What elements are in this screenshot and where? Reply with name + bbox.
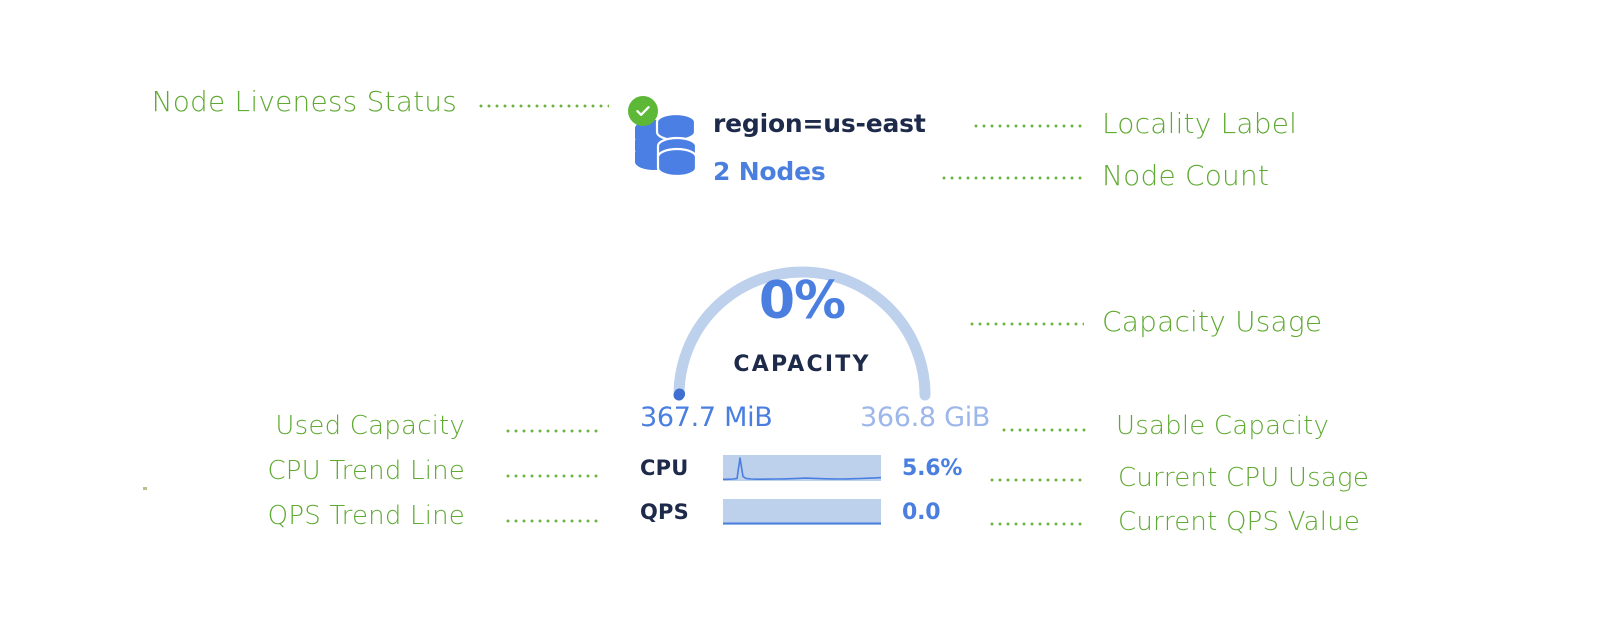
leader-used-capacity: [504, 429, 600, 433]
gauge-fill-arc: [673, 388, 686, 401]
leader-qps-trend-line: [504, 519, 600, 523]
node-count-text: 2 Nodes: [713, 157, 826, 186]
node-cluster-icon-group: [628, 96, 700, 182]
annotation-node-count: Node Count: [1102, 159, 1270, 192]
annotation-qps-trend-line: QPS Trend Line: [267, 501, 465, 531]
cpu-sparkline[interactable]: [723, 455, 881, 481]
node-liveness-badge[interactable]: [628, 96, 658, 126]
leader-usable-capacity: [1000, 428, 1088, 432]
database-cluster-icon: [635, 112, 698, 178]
annotation-capacity-usage: Capacity Usage: [1102, 305, 1323, 338]
cpu-trend-path: [723, 457, 881, 481]
usable-capacity-value: 366.8 GiB: [860, 402, 991, 433]
leader-current-cpu-usage: [988, 478, 1084, 482]
annotation-current-qps-value: Current QPS Value: [1118, 507, 1361, 537]
leader-capacity-usage: [968, 322, 1084, 326]
leader-cpu-trend-line: [504, 474, 600, 478]
annotation-usable-capacity: Usable Capacity: [1116, 411, 1330, 441]
annotation-current-cpu-usage: Current CPU Usage: [1118, 463, 1370, 493]
used-capacity-value: 367.7 MiB: [640, 402, 773, 433]
capacity-gauge[interactable]: [648, 205, 956, 405]
annotation-cpu-trend-line: CPU Trend Line: [267, 456, 465, 486]
gauge-track-arc: [673, 266, 931, 401]
stray-dot-mark: [143, 487, 147, 490]
leader-node-liveness-status: [477, 104, 609, 108]
annotation-node-liveness-status: Node Liveness Status: [151, 85, 457, 118]
annotation-used-capacity: Used Capacity: [275, 411, 465, 441]
qps-value: 0.0: [902, 500, 941, 525]
qps-sparkline[interactable]: [723, 499, 881, 525]
cpu-label: CPU: [640, 456, 689, 480]
leader-current-qps-value: [988, 522, 1084, 526]
leader-node-count: [940, 176, 1084, 180]
qps-label: QPS: [640, 500, 689, 524]
locality-label-text: region=us-east: [713, 109, 926, 138]
leader-locality-label: [972, 124, 1084, 128]
cpu-value: 5.6%: [902, 456, 963, 481]
gauge-percent-text: 0%: [758, 271, 846, 331]
gauge-caption-text: CAPACITY: [733, 352, 871, 377]
annotation-locality-label: Locality Label: [1102, 107, 1298, 140]
check-circle-icon: [636, 106, 650, 116]
